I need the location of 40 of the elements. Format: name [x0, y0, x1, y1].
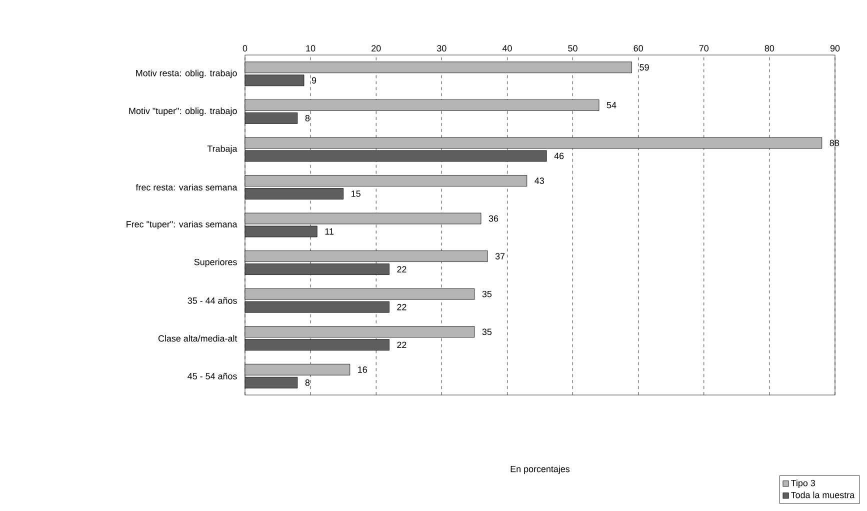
y-tick-label: Trabaja — [207, 145, 238, 154]
data-label: 22 — [397, 342, 406, 348]
data-label: 88 — [830, 140, 839, 146]
x-tick-label: 10 — [306, 45, 316, 52]
data-label: 9 — [312, 77, 316, 84]
data-label: 46 — [554, 152, 564, 160]
legend-label: Toda la muestra — [791, 492, 855, 498]
y-tick-label: Motiv resta: oblig. trabajo — [136, 70, 237, 78]
data-label: 22 — [397, 266, 406, 272]
x-tick-label: 0 — [242, 45, 248, 52]
x-tick-label: 60 — [634, 45, 643, 52]
data-label: 37 — [495, 253, 505, 260]
data-label: 35 — [482, 290, 492, 298]
y-tick-label: Clase alta/media-alt — [158, 335, 238, 342]
y-tick-label: Frec "tuper": varias semana — [126, 220, 238, 230]
data-label: 16 — [358, 366, 367, 373]
x-tick-label: 30 — [437, 45, 446, 52]
data-label: 11 — [325, 228, 334, 235]
x-tick-label: 70 — [699, 45, 709, 52]
y-tick-label: 35 - 44 años — [188, 297, 237, 304]
x-tick-label: 80 — [764, 45, 774, 52]
data-label: 8 — [305, 379, 310, 386]
data-label: 8 — [305, 114, 310, 122]
data-label: 22 — [397, 304, 406, 310]
x-tick-label: 40 — [502, 45, 512, 52]
y-tick-label: frec resta: varias semana — [136, 184, 238, 191]
data-label: 54 — [606, 102, 616, 108]
x-tick-label: 20 — [372, 45, 381, 52]
y-tick-label: Motiv "tuper": oblig. trabajo — [129, 107, 237, 116]
y-tick-label: 45 - 54 años — [188, 372, 237, 380]
data-label: 35 — [482, 328, 492, 336]
data-label: 43 — [534, 178, 544, 184]
legend-label: Tipo 3 — [791, 480, 815, 488]
text: En porcentajes — [510, 466, 570, 474]
data-label: 15 — [352, 190, 360, 197]
x-tick-label: 50 — [568, 45, 578, 52]
data-label: 59 — [640, 64, 649, 71]
x-tick-label: 90 — [830, 45, 840, 52]
data-label: 36 — [488, 215, 498, 222]
y-tick-label: Superiores — [194, 258, 237, 267]
